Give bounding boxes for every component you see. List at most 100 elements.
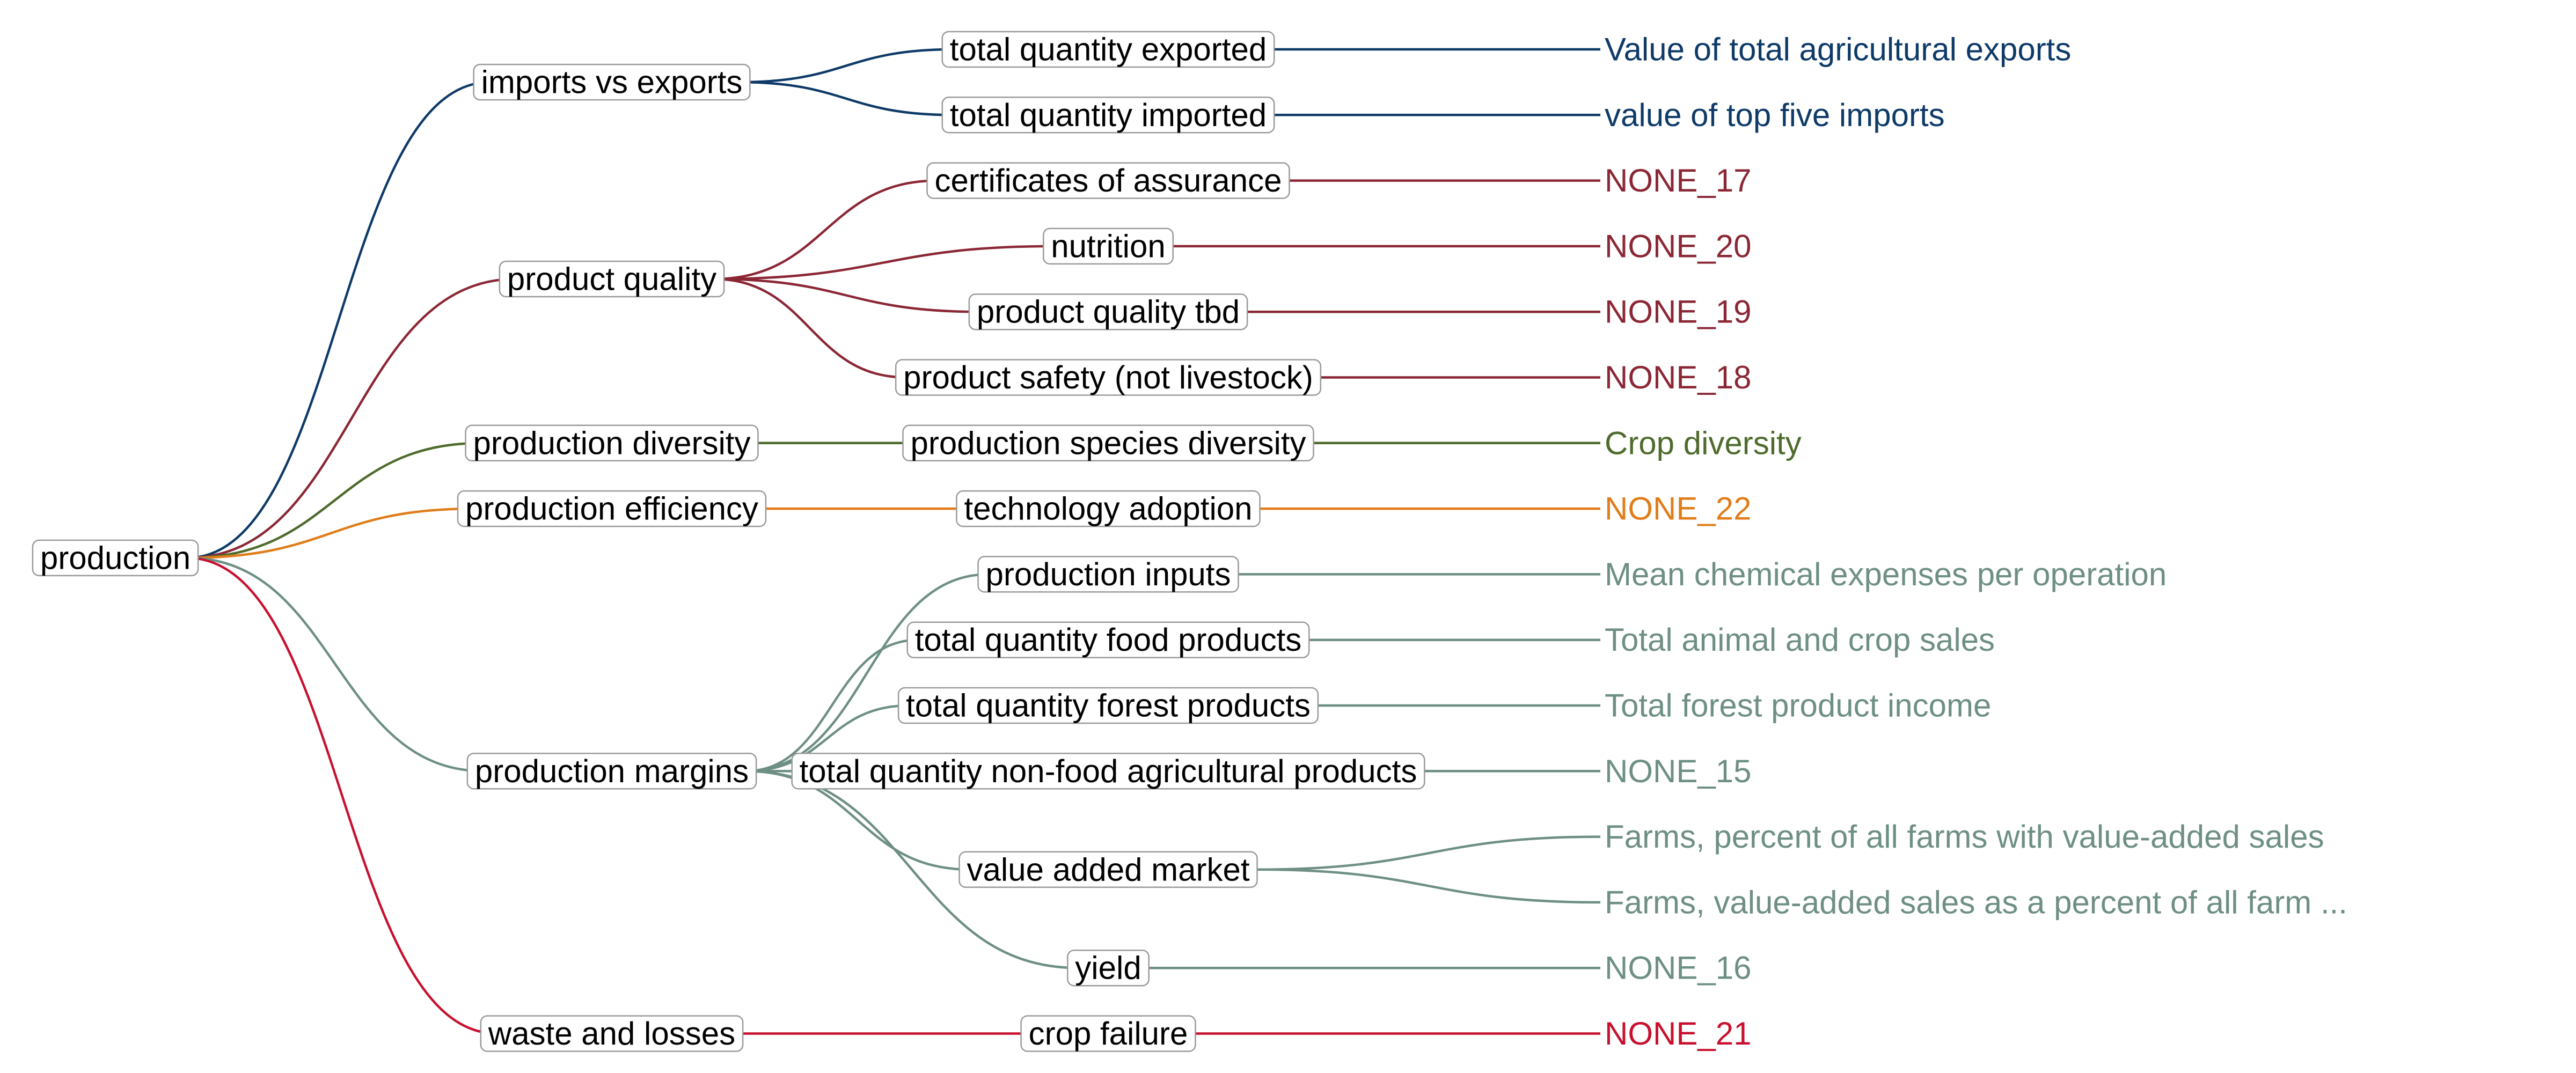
branch-waste-and-losses: waste and losses bbox=[480, 1015, 744, 1052]
child-product-quality-tbd: product quality tbd bbox=[968, 293, 1248, 330]
child-crop-failure-box bbox=[1020, 1015, 1196, 1052]
child-production-species-diversity-label: production species diversity bbox=[910, 425, 1306, 461]
branch-product-quality: product quality bbox=[499, 260, 725, 298]
branch-waste-and-losses-label: waste and losses bbox=[488, 1016, 735, 1052]
child-total-quantity-exported-box bbox=[941, 31, 1275, 68]
leaf-none-17: NONE_17 bbox=[1605, 163, 1751, 199]
branch-production-efficiency-label: production efficiency bbox=[465, 491, 758, 527]
branch-production-margins: production margins bbox=[466, 753, 757, 790]
child-value-added-market: value added market bbox=[958, 851, 1258, 888]
branch-production-margins-box bbox=[466, 753, 757, 790]
child-product-safety-not-livestock-box bbox=[895, 359, 1322, 396]
leaf-none-18: NONE_18 bbox=[1605, 359, 1751, 395]
branch-waste-and-losses-box bbox=[480, 1015, 744, 1052]
edge-product-quality-to-nutrition bbox=[713, 245, 1055, 281]
child-product-quality-tbd-label: product quality tbd bbox=[977, 294, 1240, 330]
branch-product-quality-label: product quality bbox=[507, 261, 716, 297]
edge-root-to-waste-and-losses bbox=[187, 556, 497, 1035]
child-value-added-market-label: value added market bbox=[967, 851, 1250, 887]
edge-layer bbox=[187, 48, 1601, 1035]
edge-production-margins-to-production-inputs bbox=[745, 573, 989, 773]
edge-root-to-production-diversity bbox=[187, 442, 482, 560]
child-certificates-of-assurance-label: certificates of assurance bbox=[935, 163, 1282, 199]
child-total-quantity-imported: total quantity imported bbox=[941, 97, 1275, 134]
child-product-quality-tbd-box bbox=[968, 293, 1248, 330]
branch-imports-vs-exports-label: imports vs exports bbox=[481, 64, 743, 100]
leaf-none-19: NONE_19 bbox=[1605, 294, 1751, 330]
leaf-none-20: NONE_20 bbox=[1605, 228, 1751, 264]
edge-imports-vs-exports-to-total-quantity-exported bbox=[739, 48, 953, 84]
child-yield: yield bbox=[1067, 949, 1150, 987]
child-yield-box bbox=[1067, 949, 1150, 987]
branch-production-efficiency-box bbox=[457, 490, 767, 527]
child-total-quantity-food-products-box bbox=[906, 621, 1310, 658]
child-value-added-market-box bbox=[958, 851, 1258, 888]
child-total-quantity-non-food-agricultural-products: total quantity non-food agricultural pro… bbox=[791, 753, 1425, 790]
branch-product-quality-box bbox=[499, 260, 725, 298]
branch-imports-vs-exports-box bbox=[473, 63, 751, 101]
child-total-quantity-food-products: total quantity food products bbox=[906, 621, 1310, 658]
child-total-quantity-forest-products-box bbox=[897, 687, 1319, 724]
root-node-box bbox=[32, 539, 199, 577]
branch-production-margins-label: production margins bbox=[475, 753, 749, 789]
child-total-quantity-exported: total quantity exported bbox=[941, 31, 1275, 68]
node-layer: production imports vs exports total quanti… bbox=[32, 31, 2347, 1052]
branch-production-diversity-box bbox=[465, 424, 759, 462]
root-node: production bbox=[32, 539, 199, 577]
edge-product-quality-to-certificates-of-assurance bbox=[713, 179, 938, 281]
leaf-none-22: NONE_22 bbox=[1605, 491, 1751, 527]
edge-imports-vs-exports-to-total-quantity-imported bbox=[739, 80, 953, 116]
child-certificates-of-assurance-box bbox=[926, 162, 1290, 199]
child-product-safety-not-livestock: product safety (not livestock) bbox=[895, 359, 1322, 396]
child-production-inputs-box bbox=[977, 556, 1239, 593]
child-technology-adoption: technology adoption bbox=[956, 490, 1261, 527]
root-node-label: production bbox=[40, 540, 191, 576]
edge-root-to-production-margins bbox=[187, 556, 484, 773]
child-nutrition: nutrition bbox=[1043, 227, 1174, 265]
leaf-none-16: NONE_16 bbox=[1605, 950, 1751, 986]
leaf-farms-value-added-sales-as-a-percent-of-all-farm: Farms, value-added sales as a percent of… bbox=[1605, 884, 2347, 920]
child-total-quantity-non-food-agricultural-products-label: total quantity non-food agricultural pro… bbox=[800, 753, 1417, 789]
child-crop-failure-label: crop failure bbox=[1029, 1016, 1188, 1052]
child-production-species-diversity: production species diversity bbox=[902, 424, 1314, 462]
child-nutrition-box bbox=[1043, 227, 1174, 265]
child-production-inputs: production inputs bbox=[977, 556, 1239, 593]
child-total-quantity-forest-products: total quantity forest products bbox=[897, 687, 1319, 724]
edge-product-quality-to-product-safety-not-livestock bbox=[713, 277, 907, 379]
leaf-mean-chemical-expenses-per-operation: Mean chemical expenses per operation bbox=[1605, 556, 2167, 592]
child-total-quantity-imported-label: total quantity imported bbox=[950, 97, 1267, 133]
child-technology-adoption-label: technology adoption bbox=[964, 491, 1252, 527]
child-nutrition-label: nutrition bbox=[1051, 228, 1165, 264]
child-product-safety-not-livestock-label: product safety (not livestock) bbox=[903, 359, 1313, 395]
edge-value-added-market-to-leaf bbox=[1257, 835, 1601, 871]
leaf-value-of-top-five-imports: value of top five imports bbox=[1605, 97, 1945, 133]
branch-production-diversity-label: production diversity bbox=[473, 425, 751, 461]
child-total-quantity-exported-label: total quantity exported bbox=[950, 32, 1267, 68]
branch-production-efficiency: production efficiency bbox=[457, 490, 767, 527]
branch-imports-vs-exports: imports vs exports bbox=[473, 63, 751, 101]
leaf-total-animal-and-crop-sales: Total animal and crop sales bbox=[1605, 622, 1995, 658]
child-crop-failure: crop failure bbox=[1020, 1015, 1196, 1052]
child-total-quantity-forest-products-label: total quantity forest products bbox=[906, 688, 1311, 724]
edge-root-to-imports-vs-exports bbox=[187, 80, 490, 560]
leaf-farms-percent-of-all-farms-with-value-added-sales: Farms, percent of all farms with value-a… bbox=[1605, 819, 2324, 855]
child-production-species-diversity-box bbox=[902, 424, 1314, 462]
leaf-value-of-total-agricultural-exports: Value of total agricultural exports bbox=[1605, 32, 2071, 68]
branch-production-diversity: production diversity bbox=[465, 424, 759, 462]
child-production-inputs-label: production inputs bbox=[986, 556, 1231, 592]
child-technology-adoption-box bbox=[956, 490, 1261, 527]
child-total-quantity-imported-box bbox=[941, 97, 1275, 134]
child-total-quantity-food-products-label: total quantity food products bbox=[915, 622, 1301, 658]
child-yield-label: yield bbox=[1075, 950, 1141, 986]
leaf-none-21: NONE_21 bbox=[1605, 1016, 1751, 1052]
child-total-quantity-non-food-agricultural-products-box bbox=[791, 753, 1425, 790]
leaf-total-forest-product-income: Total forest product income bbox=[1605, 688, 1991, 724]
child-certificates-of-assurance: certificates of assurance bbox=[926, 162, 1290, 199]
edge-root-to-production-efficiency bbox=[187, 507, 474, 560]
edge-root-to-product-quality bbox=[187, 277, 516, 560]
edge-production-margins-to-total-quantity-food-products bbox=[745, 638, 918, 773]
leaf-none-15: NONE_15 bbox=[1605, 753, 1751, 789]
leaf-crop-diversity: Crop diversity bbox=[1605, 425, 1802, 461]
edge-value-added-market-to-leaf bbox=[1257, 868, 1601, 904]
